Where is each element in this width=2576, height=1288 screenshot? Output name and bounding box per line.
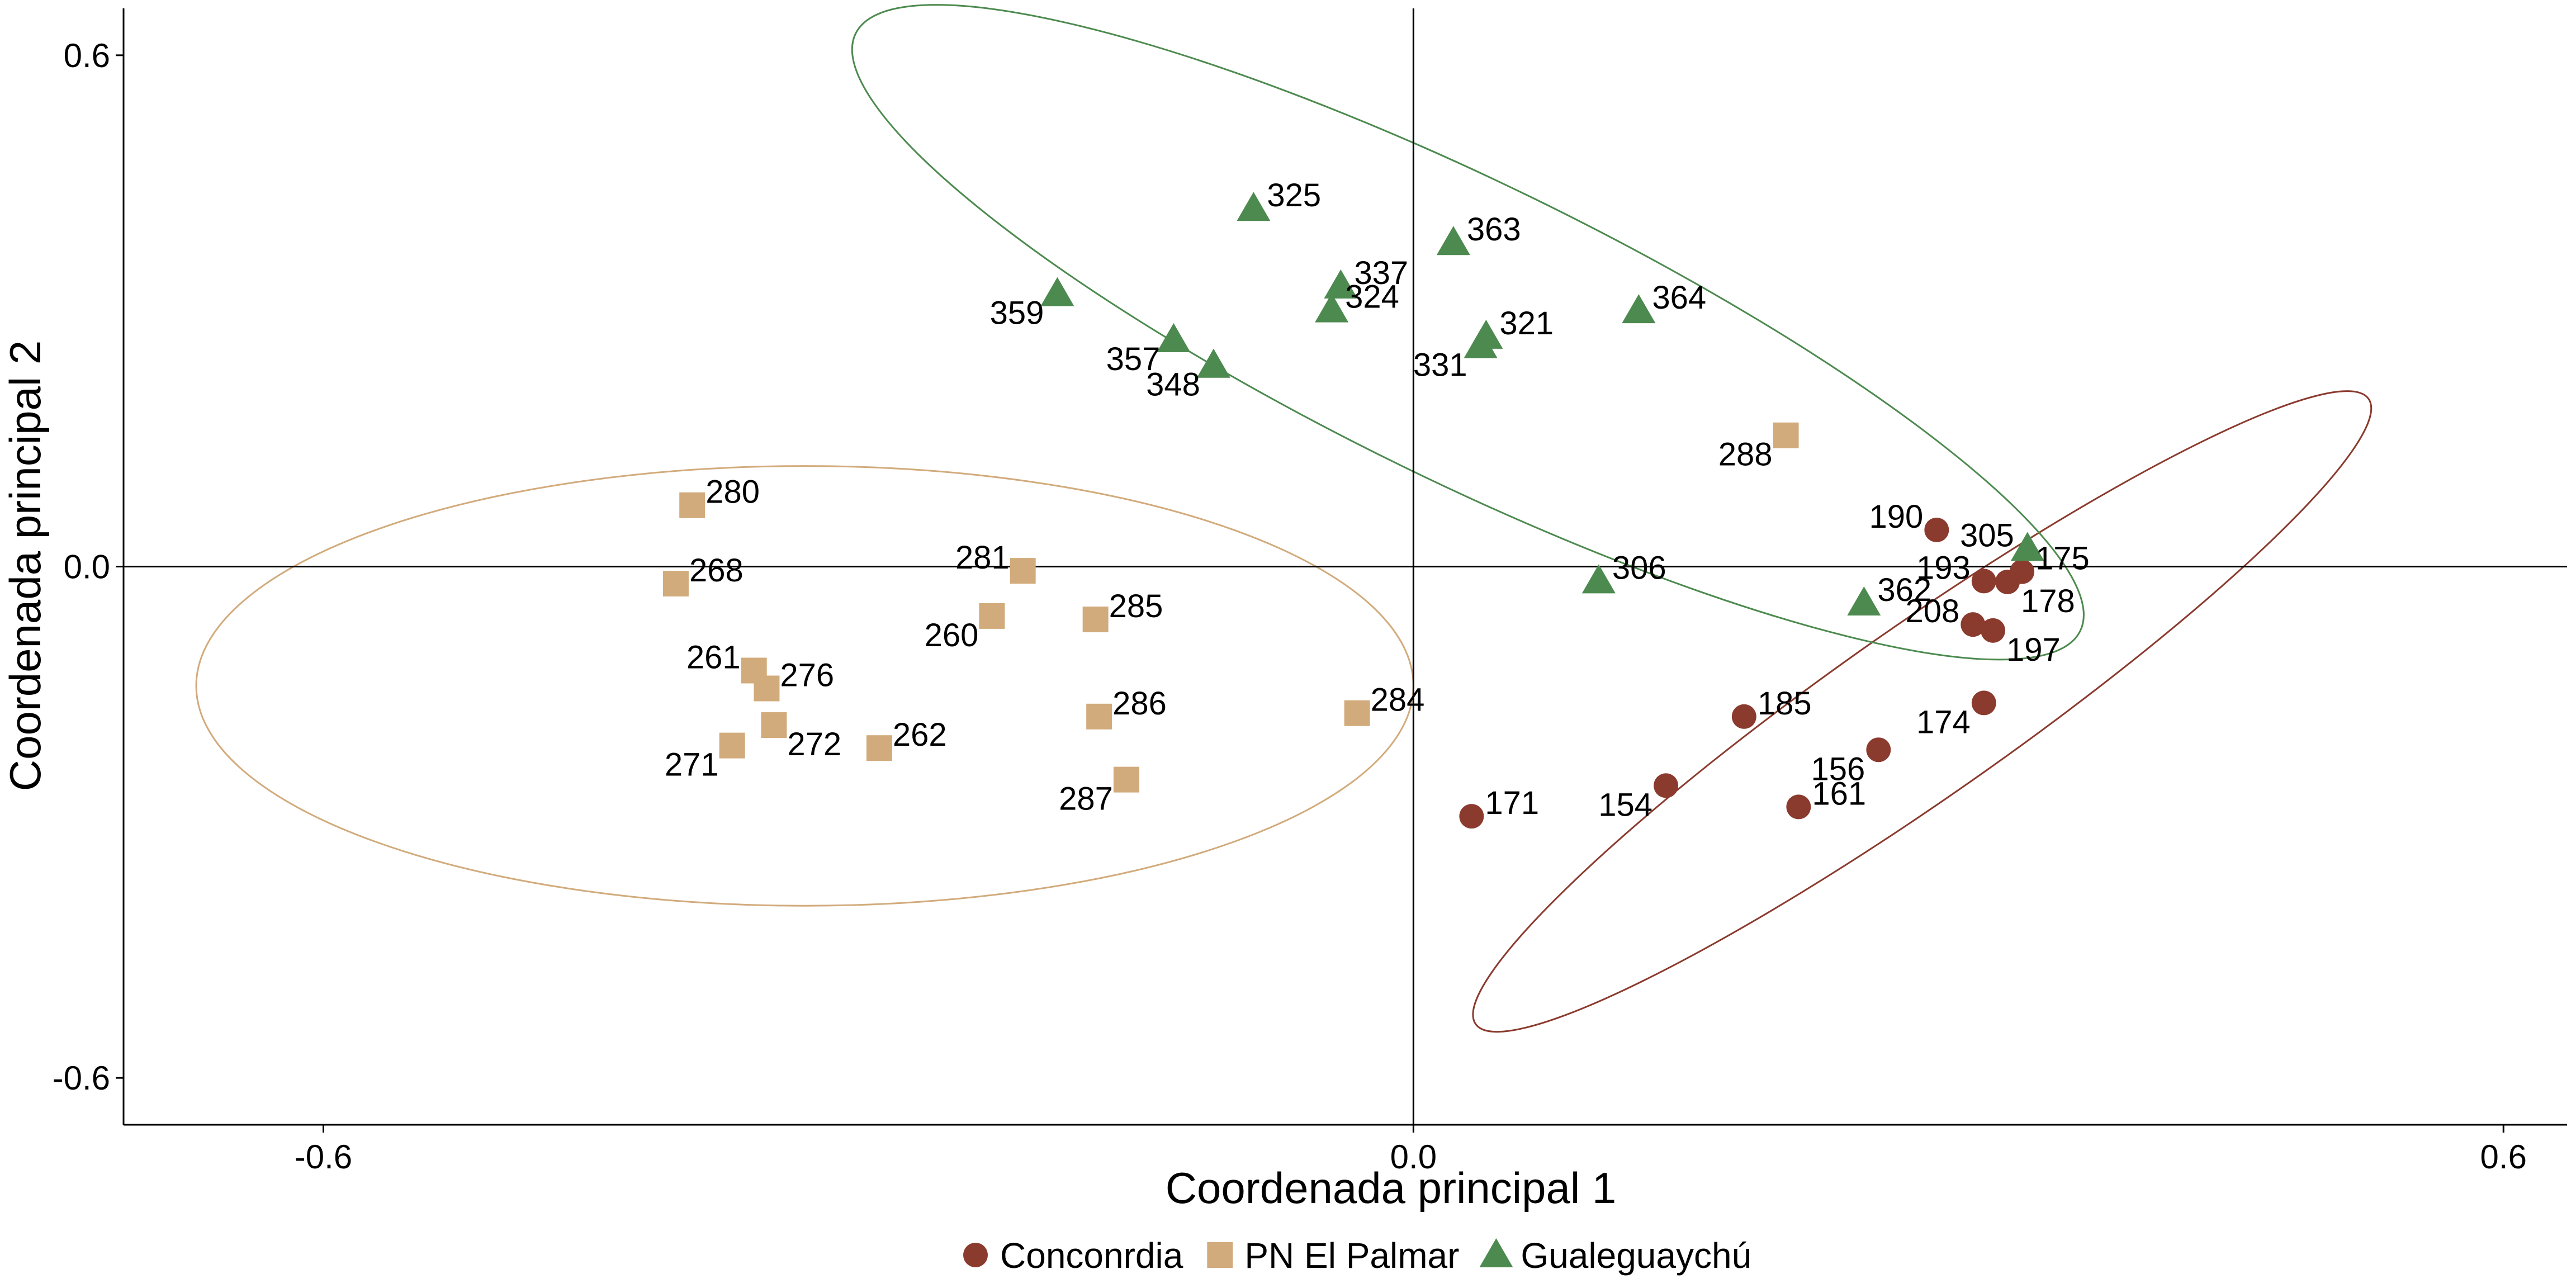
point-label-193: 193 — [1916, 550, 1971, 586]
point-178 — [1995, 569, 2020, 594]
point-284 — [1344, 700, 1370, 726]
y-axis-ticks: 0.6 0.0 -0.6 — [53, 37, 124, 1097]
y-tick-label: 0.0 — [64, 548, 110, 586]
point-156 — [1866, 737, 1891, 763]
point-label-171: 171 — [1485, 785, 1539, 821]
point-label-262: 262 — [893, 717, 947, 753]
point-348 — [1196, 348, 1230, 378]
point-label-271: 271 — [665, 747, 719, 783]
point-357 — [1157, 323, 1191, 353]
point-171 — [1459, 804, 1484, 829]
reference-lines — [124, 8, 2567, 1125]
point-190 — [1924, 517, 1949, 542]
point-label-197: 197 — [2006, 632, 2061, 668]
legend-label-pn-el-palmar: PN El Palmar — [1244, 1235, 1459, 1276]
point-label-185: 185 — [1758, 685, 1812, 722]
point-161 — [1786, 794, 1811, 820]
point-276 — [754, 675, 780, 702]
point-label-190: 190 — [1869, 499, 1924, 535]
point-287 — [1113, 766, 1139, 793]
point-label-305: 305 — [1960, 517, 2014, 553]
x-tick-label: 0.0 — [1390, 1138, 1437, 1176]
point-labels: 190 193 175 178 208 197 174 185 156 154 161 171 288 2… — [665, 177, 2090, 823]
legend: Conconrdia PN El Palmar Gualeguaychú — [963, 1235, 1751, 1276]
point-285 — [1082, 607, 1109, 633]
point-337 — [1324, 269, 1358, 299]
point-label-272: 272 — [787, 726, 841, 763]
point-label-161: 161 — [1812, 775, 1866, 812]
point-262 — [866, 735, 892, 761]
point-193 — [1971, 569, 1996, 594]
point-208 — [1961, 612, 1986, 637]
point-331 — [1464, 329, 1498, 358]
point-label-286: 286 — [1112, 685, 1167, 722]
point-label-306: 306 — [1612, 550, 1666, 586]
point-label-337: 337 — [1354, 255, 1408, 291]
point-label-276: 276 — [780, 657, 834, 693]
point-268 — [662, 570, 689, 596]
point-272 — [761, 712, 787, 738]
point-label-156: 156 — [1811, 751, 1865, 787]
point-label-281: 281 — [955, 539, 1010, 576]
point-label-321: 321 — [1499, 305, 1554, 342]
point-label-285: 285 — [1109, 588, 1163, 624]
point-label-364: 364 — [1652, 280, 1706, 316]
point-260 — [979, 603, 1005, 629]
point-305 — [2010, 532, 2044, 561]
point-363 — [1436, 226, 1470, 255]
point-359 — [1040, 277, 1074, 306]
point-364 — [1622, 294, 1656, 324]
point-label-284: 284 — [1371, 682, 1425, 718]
y-tick-label: 0.6 — [64, 37, 110, 74]
point-281 — [1010, 558, 1036, 584]
point-label-178: 178 — [2021, 583, 2075, 619]
point-324 — [1315, 293, 1349, 323]
point-325 — [1237, 192, 1271, 221]
point-label-208: 208 — [1906, 593, 1960, 629]
legend-marker-gualeguaychu — [1479, 1238, 1513, 1267]
point-288 — [1773, 422, 1799, 448]
legend-label-conconrdia: Conconrdia — [1000, 1235, 1183, 1276]
point-label-280: 280 — [705, 474, 760, 510]
x-tick-label: -0.6 — [295, 1138, 352, 1176]
point-label-260: 260 — [925, 617, 979, 654]
point-label-362: 362 — [1877, 572, 1931, 608]
point-label-261: 261 — [686, 639, 741, 675]
point-label-359: 359 — [990, 295, 1044, 332]
x-axis-title: Coordenada principal 1 — [1166, 1163, 1617, 1213]
point-label-331: 331 — [1413, 347, 1467, 383]
y-tick-label: -0.6 — [53, 1059, 110, 1097]
point-label-175: 175 — [2035, 541, 2090, 577]
point-label-288: 288 — [1718, 437, 1773, 473]
point-280 — [679, 492, 705, 518]
data-points — [662, 192, 2044, 829]
legend-marker-pn-el-palmar — [1207, 1242, 1233, 1268]
legend-marker-conconrdia — [963, 1243, 988, 1267]
point-label-287: 287 — [1059, 781, 1113, 817]
point-label-324: 324 — [1345, 279, 1399, 315]
point-label-268: 268 — [689, 552, 744, 589]
point-label-357: 357 — [1106, 341, 1161, 377]
point-362 — [1847, 586, 1881, 616]
ellipse-gualeguaychu — [851, 4, 2085, 661]
point-174 — [1971, 690, 1996, 716]
ellipse-conconrdia — [1472, 390, 2373, 1033]
x-axis-ticks: -0.6 0.0 0.6 — [295, 1125, 2527, 1176]
y-axis-title: Coordenada principal 2 — [1, 340, 50, 792]
point-271 — [719, 732, 745, 759]
point-label-154: 154 — [1598, 787, 1652, 823]
point-label-174: 174 — [1916, 704, 1971, 740]
point-label-325: 325 — [1267, 177, 1321, 214]
point-185 — [1731, 704, 1756, 729]
point-154 — [1654, 773, 1679, 798]
point-label-363: 363 — [1467, 211, 1521, 248]
legend-label-gualeguaychu: Gualeguaychú — [1521, 1235, 1751, 1276]
point-306 — [1581, 564, 1616, 594]
point-286 — [1086, 703, 1112, 730]
x-tick-label: 0.6 — [2480, 1138, 2527, 1176]
point-197 — [1981, 618, 2006, 643]
point-label-348: 348 — [1146, 367, 1200, 403]
